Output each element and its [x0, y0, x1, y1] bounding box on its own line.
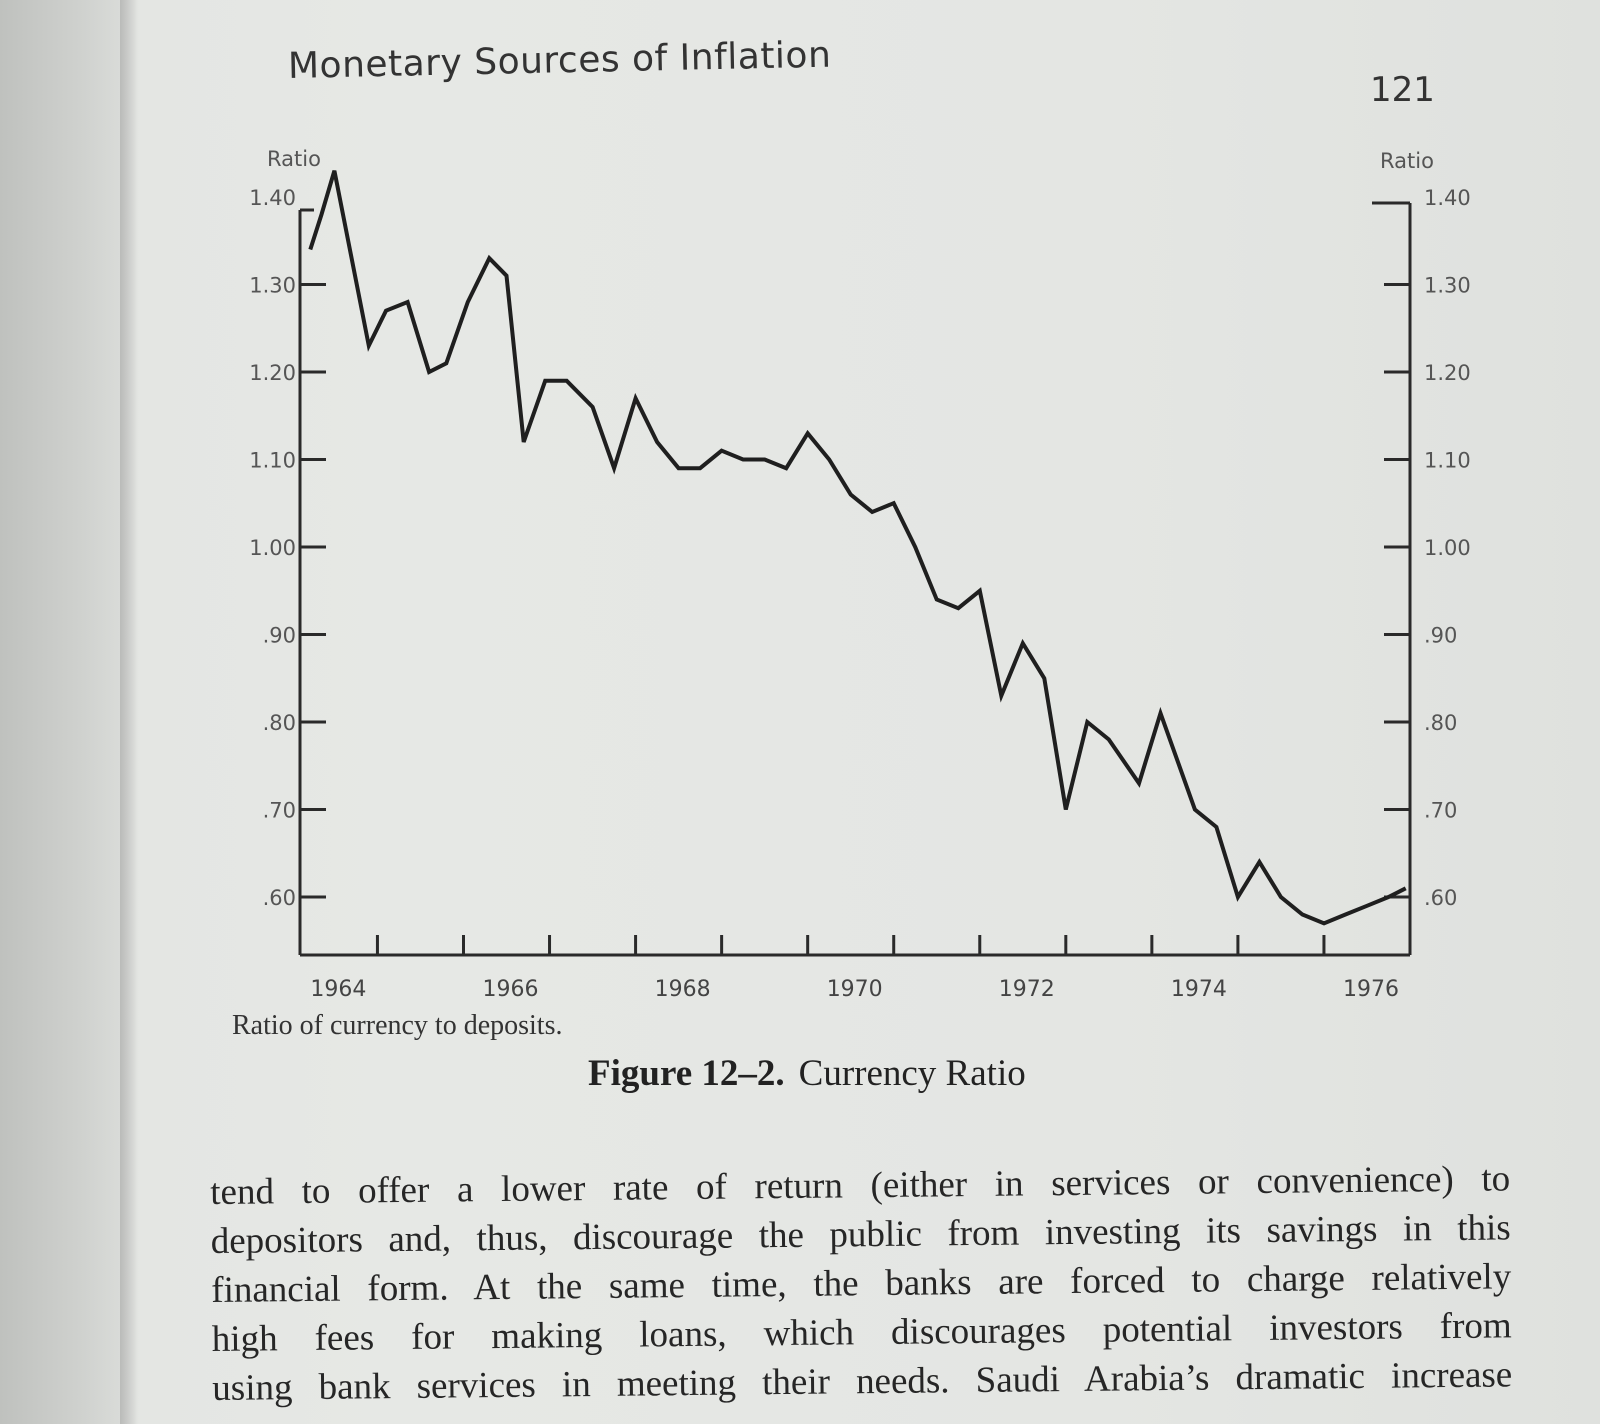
x-tick-label: 1968	[655, 977, 711, 1002]
y-tick-label-left: .70	[263, 799, 296, 823]
y-tick-label-right: 1.10	[1424, 449, 1471, 473]
y-tick-label-left: 1.00	[249, 536, 296, 560]
y-tick-label-left: 1.20	[249, 361, 296, 385]
y-tick-label-right: .80	[1424, 711, 1457, 735]
y-tick-label-right: 1.30	[1424, 274, 1471, 298]
binding-shadow	[120, 0, 138, 1424]
y-tick-label-left: .90	[263, 624, 296, 648]
body-text: tend to offer a lower rate of return (ei…	[210, 1154, 1512, 1413]
y-tick-label-left: 1.10	[249, 449, 296, 473]
chart-ticks	[300, 283, 1412, 955]
y-tick-label-left: 1.40	[249, 186, 296, 210]
x-tick-label: 1970	[827, 977, 883, 1002]
chart-note: Ratio of currency to deposits.	[232, 1010, 563, 1041]
chart-series	[308, 170, 1407, 926]
y-tick-label-right: 1.40	[1424, 186, 1471, 210]
y-tick-label-right: 1.00	[1424, 536, 1471, 560]
x-tick-label: 1976	[1343, 977, 1399, 1002]
y-tick-label-left: .60	[263, 886, 296, 910]
chart-tick-labels: 1.40 1.40 1.30 1.30 1.20 1.20 1.10 1.10 1.00 1.00…	[249, 186, 1471, 1002]
x-tick-label: 1964	[310, 977, 366, 1002]
x-tick-label: 1974	[1171, 977, 1227, 1002]
y-axis-label-left: Ratio	[267, 147, 321, 171]
figure-caption: Figure 12–2. Currency Ratio	[588, 1052, 1026, 1095]
x-tick-label: 1972	[999, 977, 1055, 1002]
y-tick-label-right: .90	[1424, 624, 1457, 648]
figure-title: Currency Ratio	[798, 1053, 1026, 1094]
chart-axes	[298, 201, 1412, 957]
figure-number: Figure 12–2.	[588, 1053, 785, 1094]
y-tick-label-left: .80	[263, 711, 296, 735]
y-tick-label-right: 1.20	[1424, 361, 1471, 385]
y-tick-label-left: 1.30	[249, 274, 296, 298]
x-tick-label: 1966	[483, 977, 539, 1002]
y-tick-label-right: .70	[1424, 799, 1457, 823]
page-number: 121	[1370, 70, 1435, 110]
y-tick-label-right: .60	[1424, 886, 1457, 910]
y-axis-label-right: Ratio	[1380, 149, 1434, 173]
page-gutter	[0, 0, 135, 1424]
currency-ratio-line	[308, 170, 1407, 926]
